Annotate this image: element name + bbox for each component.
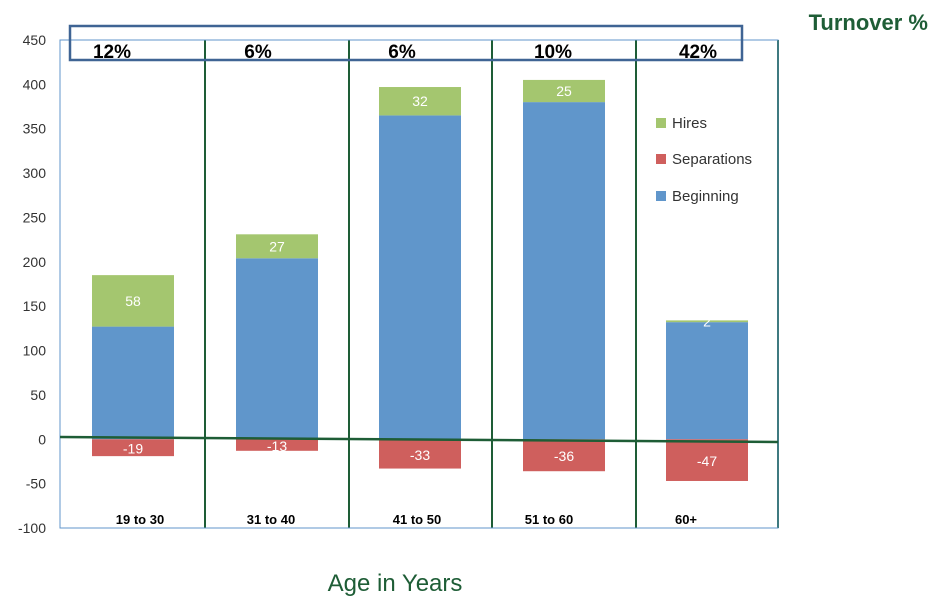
y-tick-label: 250: [23, 209, 47, 225]
bar-separations: [236, 439, 318, 451]
hires-value-label: 2: [703, 313, 711, 329]
legend-swatch: [656, 154, 666, 164]
legend-swatch: [656, 118, 666, 128]
turnover-value: 10%: [534, 42, 572, 63]
category-label: 19 to 30: [116, 512, 164, 527]
plot-border: [59, 39, 779, 529]
bar-beginning: [236, 258, 318, 440]
turnover-value: 42%: [679, 42, 717, 63]
separations-value-label: -13: [267, 438, 287, 454]
legend: Hires Separations Beginning: [656, 115, 752, 205]
turnover-title: Turnover %: [809, 10, 928, 35]
bar-beginning: [92, 326, 174, 440]
turnover-value: 6%: [388, 42, 416, 63]
bars: [92, 79, 748, 481]
bar-beginning: [666, 322, 748, 440]
category-label: 51 to 60: [525, 512, 573, 527]
y-tick-label: -50: [26, 476, 46, 492]
bar-separations: [92, 439, 174, 457]
y-tick-label: 0: [38, 431, 46, 447]
data-labels: 58 -19 27 -13 32 -33 25 -36 2 -47: [123, 83, 717, 469]
bar-hires: [523, 79, 605, 103]
y-tick-label: 200: [23, 254, 47, 270]
hires-value-label: 27: [269, 238, 285, 254]
category-label: 60+: [675, 512, 697, 527]
hires-value-label: 25: [556, 83, 572, 99]
legend-label: Beginning: [672, 188, 739, 205]
bar-beginning: [379, 115, 461, 440]
y-axis: 450 400 350 300 250 200 150 100 50 0 -50 -100: [18, 32, 61, 536]
bar-hires: [92, 275, 174, 327]
turnover-box: [68, 24, 744, 62]
zero-line: [59, 435, 779, 444]
hires-value-label: 32: [412, 93, 428, 109]
x-axis-title: Age in Years: [328, 570, 463, 597]
y-tick-label: 100: [23, 343, 47, 359]
y-tick-label: -100: [18, 520, 46, 536]
legend-label: Hires: [672, 115, 707, 132]
bar-separations: [379, 439, 461, 469]
y-tick-label: 50: [30, 387, 46, 403]
legend-swatch: [656, 191, 666, 201]
separations-value-label: -47: [697, 453, 717, 469]
category-label: 31 to 40: [247, 512, 295, 527]
turnover-value: 6%: [244, 42, 272, 63]
y-tick-label: 350: [23, 121, 47, 137]
bar-hires: [379, 87, 461, 116]
bar-hires: [666, 320, 748, 323]
y-tick-label: 400: [23, 76, 47, 92]
category-label: 41 to 50: [393, 512, 441, 527]
separations-value-label: -19: [123, 441, 143, 457]
bar-hires: [236, 234, 318, 259]
category-labels: 19 to 30 31 to 40 41 to 50 51 to 60 60+: [116, 512, 698, 527]
turnover-value: 12%: [93, 42, 131, 63]
bar-separations: [666, 439, 748, 481]
y-tick-label: 450: [23, 32, 47, 48]
separations-value-label: -36: [554, 448, 574, 464]
y-tick-label: 150: [23, 298, 47, 314]
y-tick-label: 300: [23, 165, 47, 181]
bar-separations: [523, 439, 605, 472]
legend-label: Separations: [672, 151, 752, 168]
bar-beginning: [523, 102, 605, 440]
turnover-values: 12% 6% 6% 10% 42%: [93, 42, 717, 63]
separations-value-label: -33: [410, 447, 430, 463]
hires-value-label: 58: [125, 293, 141, 309]
